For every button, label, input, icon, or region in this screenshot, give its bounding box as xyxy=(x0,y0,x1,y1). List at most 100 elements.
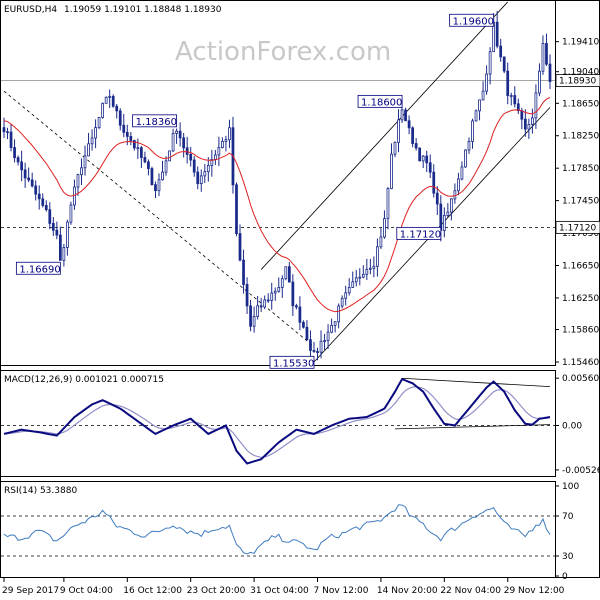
candle-body xyxy=(83,155,87,169)
annotation-label: 1.16690 xyxy=(19,264,60,275)
candle-body xyxy=(147,161,150,169)
candle-body xyxy=(129,135,133,141)
candle-body xyxy=(323,340,326,342)
price-candles xyxy=(2,10,552,361)
candle-body xyxy=(344,292,348,299)
candle-body xyxy=(442,215,446,231)
annotation-label: 1.19600 xyxy=(453,16,494,27)
candle-body xyxy=(418,147,422,162)
candle-body xyxy=(154,184,157,192)
candle-body xyxy=(213,154,217,160)
candle-body xyxy=(242,259,245,285)
candle-body xyxy=(108,96,112,98)
candle-body xyxy=(273,290,277,294)
candle-body xyxy=(358,276,362,279)
candle-body xyxy=(295,305,298,308)
candle-body xyxy=(203,171,207,177)
candle-body xyxy=(171,132,175,152)
candle-body xyxy=(291,281,295,307)
candle-body xyxy=(531,117,534,125)
candle-body xyxy=(125,131,129,137)
candle-body xyxy=(69,204,73,223)
candle-body xyxy=(379,236,383,248)
price-y-axis: 1.19410 1.19040 1.18650 1.18250 1.17850 1.174… xyxy=(555,38,600,368)
candle-body xyxy=(270,292,274,301)
candle-body xyxy=(393,141,397,155)
candle-body xyxy=(354,277,358,283)
candle-body xyxy=(27,177,31,181)
price-y-tick-label: 1.18650 xyxy=(562,99,599,109)
candle-body xyxy=(467,141,471,151)
macd-y-tick-label: 0.00 xyxy=(562,421,582,431)
candle-body xyxy=(302,321,305,328)
candle-body xyxy=(235,184,238,234)
candle-body xyxy=(175,130,178,134)
current-price-label: 1.18930 xyxy=(559,77,596,87)
candle-body xyxy=(256,305,259,317)
macd-y-tick-label: 0.005607 xyxy=(562,374,600,384)
candle-body xyxy=(400,109,404,121)
candle-body xyxy=(9,131,13,148)
candle-body xyxy=(316,351,319,353)
candle-body xyxy=(249,305,252,327)
candle-body xyxy=(428,162,432,173)
macd-label: MACD(12,26,9) 0.001021 0.000715 xyxy=(4,375,164,385)
price-annotations: 1.16690 1.18360 1.15530 1.18600 1.17120 1.196… xyxy=(15,13,495,369)
candle-body xyxy=(340,297,344,307)
candle-body xyxy=(538,70,541,94)
candle-body xyxy=(189,154,193,161)
support-price-box xyxy=(555,220,600,234)
x-tick-label: 29 Sep 2017 xyxy=(2,586,59,596)
rsi-y-tick-label: 0 xyxy=(562,572,568,582)
candle-body xyxy=(527,123,531,130)
candle-body xyxy=(305,326,309,341)
candle-body xyxy=(333,321,337,326)
candle-body xyxy=(319,340,323,353)
candle-body xyxy=(312,350,316,352)
candle-body xyxy=(351,281,355,288)
candle-body xyxy=(44,204,48,211)
candle-body xyxy=(164,160,168,173)
candle-body xyxy=(224,139,228,142)
candle-body xyxy=(453,190,457,200)
candle-body xyxy=(421,155,425,162)
support-price-label: 1.17120 xyxy=(559,223,596,233)
candle-body xyxy=(2,127,6,133)
candle-body xyxy=(62,247,66,261)
candle-body xyxy=(361,273,365,278)
candle-body xyxy=(383,218,386,238)
candle-body xyxy=(199,175,203,185)
candle-body xyxy=(157,179,161,192)
candle-body xyxy=(541,43,545,72)
candle-body xyxy=(266,299,270,302)
candle-body xyxy=(196,171,200,185)
candle-body xyxy=(238,233,242,261)
rsi-label: RSI(14) 53.3880 xyxy=(4,486,77,496)
candle-body xyxy=(347,287,351,294)
candle-body xyxy=(309,339,312,351)
candle-body xyxy=(298,306,302,323)
annotation-box xyxy=(357,94,403,108)
candle-body xyxy=(185,147,189,155)
annotation-label: 1.18360 xyxy=(136,117,177,128)
macd-trend-lines xyxy=(394,377,551,430)
candle-body xyxy=(499,45,503,58)
candle-body xyxy=(506,70,510,97)
candle-body xyxy=(168,150,171,162)
downtrend-line xyxy=(3,90,315,347)
candle-body xyxy=(425,155,429,164)
candle-body xyxy=(259,305,263,308)
candle-body xyxy=(397,119,400,143)
price-y-tick-label: 1.15860 xyxy=(562,326,599,336)
annotation-label: 1.18600 xyxy=(361,97,402,108)
candle-body xyxy=(548,63,552,82)
symbol-label: EURUSD,H4 xyxy=(4,5,57,15)
candle-body xyxy=(509,95,513,97)
rsi-line xyxy=(3,504,551,555)
candle-body xyxy=(404,109,407,122)
candle-body xyxy=(263,299,267,308)
candle-body xyxy=(20,161,23,171)
candle-body xyxy=(326,331,330,341)
ohlc-readout: 1.19059 1.19101 1.18848 1.18930 xyxy=(64,5,222,15)
candle-body xyxy=(115,105,119,112)
